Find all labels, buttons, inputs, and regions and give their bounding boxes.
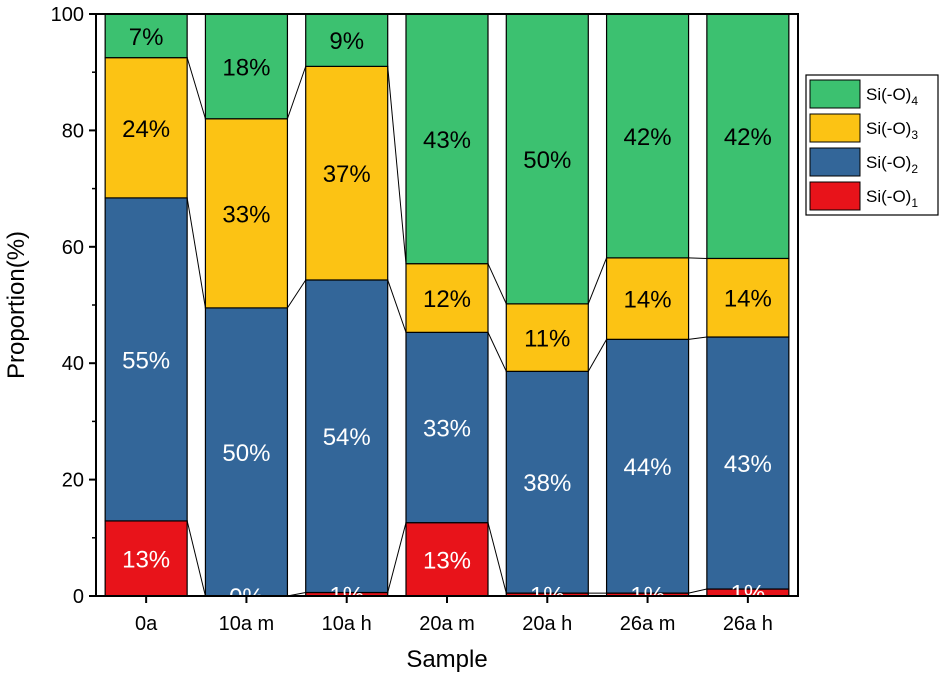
connector-line	[688, 257, 707, 259]
bar-segment-4-20a-m	[405, 13, 489, 265]
bar-segment-2-20a-h	[505, 370, 589, 594]
segment-label-2-10a-m: 50%	[222, 440, 270, 467]
segment-label-2-26a-m: 44%	[624, 454, 672, 481]
legend-label: Si(-O)4	[866, 85, 918, 108]
bar-segment-2-20a-m	[405, 331, 489, 524]
segment-label-2-20a-m: 33%	[423, 416, 471, 443]
y-axis: 0 20 40 60 80 100	[51, 4, 96, 608]
bar-segment-2-10a-m	[204, 307, 289, 597]
bar-segment-3-26a-h	[706, 257, 790, 338]
bar-segment-3-10a-m	[204, 118, 289, 309]
legend-label: Si(-O)2	[866, 153, 918, 176]
y-tick-label: 60	[62, 237, 84, 259]
legend-label: Si(-O)3	[866, 119, 918, 142]
bar-segment-1-0a	[104, 520, 188, 597]
bar-segment-4-10a-h	[305, 13, 389, 67]
bar-segment-4-0a	[104, 13, 188, 59]
y-axis-title: Proportion(%)	[3, 231, 30, 379]
bar-segment-3-20a-m	[405, 263, 489, 333]
segment-label-4-26a-m: 42%	[624, 124, 672, 151]
bar-segment-4-26a-m	[605, 13, 690, 259]
bar-segment-4-20a-h	[505, 13, 589, 305]
x-tick-label-26a-m: 26a m	[620, 613, 676, 635]
segment-label-3-20a-h: 11%	[524, 326, 570, 353]
segment-label-3-26a-m: 14%	[624, 287, 672, 314]
segment-label-3-10a-h: 37%	[323, 161, 371, 188]
connector-line	[487, 263, 507, 305]
segment-label-4-0a: 7%	[129, 24, 164, 51]
segment-label-2-10a-h: 54%	[323, 424, 371, 451]
bar-segment-2-10a-h	[305, 279, 389, 594]
segment-label-4-20a-m: 43%	[423, 127, 471, 154]
connector-line	[487, 522, 507, 594]
segment-label-2-20a-h: 38%	[523, 470, 571, 497]
x-tick-label-26a-h: 26a h	[723, 613, 773, 635]
segment-label-4-20a-h: 50%	[523, 147, 571, 174]
segment-label-1-20a-m: 13%	[423, 547, 471, 574]
segment-label-2-0a: 55%	[122, 347, 170, 374]
legend-swatch	[809, 181, 861, 211]
connector-line	[487, 332, 507, 372]
bar-segment-2-0a	[104, 197, 188, 522]
segment-label-4-10a-h: 9%	[329, 28, 364, 55]
connector-line	[186, 520, 206, 597]
bar-segment-3-20a-h	[505, 303, 589, 372]
bar-segment-4-26a-h	[706, 13, 790, 260]
connector-line	[587, 339, 608, 372]
connector-line	[688, 588, 707, 594]
y-tick-label: 0	[73, 586, 84, 608]
bar-segment-2-26a-h	[706, 336, 790, 590]
bar-segment-3-26a-m	[605, 257, 690, 340]
segment-label-3-26a-h: 14%	[724, 286, 772, 313]
legend-label: Si(-O)1	[866, 187, 918, 210]
x-tick-label-0a: 0a	[135, 613, 158, 635]
segment-label-1-0a: 13%	[122, 546, 170, 573]
segment-label-4-26a-h: 42%	[724, 124, 772, 151]
connector-line	[688, 336, 707, 340]
segment-label-2-26a-h: 43%	[724, 451, 772, 478]
segment-label-3-20a-m: 12%	[423, 286, 471, 313]
connector-line	[387, 66, 407, 264]
connector-line	[186, 57, 206, 119]
bar-segment-1-20a-m	[405, 522, 489, 597]
y-tick-label: 20	[62, 470, 84, 492]
y-tick-label: 100	[51, 4, 84, 26]
legend-swatch	[809, 113, 861, 143]
bar-segment-2-26a-m	[605, 338, 690, 594]
segment-label-1-26a-h: 1%	[731, 581, 766, 608]
connector-lines-layer	[186, 57, 707, 597]
y-tick-label: 80	[62, 120, 84, 142]
y-tick-label: 40	[62, 353, 84, 375]
x-tick-label-20a-h: 20a h	[522, 613, 572, 635]
legend-swatch	[809, 79, 861, 109]
connector-line	[286, 66, 307, 119]
connector-line	[387, 522, 407, 593]
segment-label-3-10a-m: 33%	[222, 201, 270, 228]
x-tick-label-10a-h: 10a h	[322, 613, 372, 635]
connector-line	[387, 279, 407, 333]
bars-layer	[104, 13, 790, 597]
x-tick-label-20a-m: 20a m	[419, 613, 475, 635]
x-tick-label-10a-m: 10a m	[219, 613, 275, 635]
legend-swatch	[809, 147, 861, 177]
segment-label-4-10a-m: 18%	[222, 54, 270, 81]
bar-segment-3-10a-h	[305, 65, 389, 281]
segment-label-3-0a: 24%	[122, 116, 170, 143]
connector-line	[287, 279, 307, 309]
connector-line	[186, 197, 206, 308]
legend: Si(-O)4 Si(-O)3 Si(-O)2 Si(-O)1	[805, 74, 939, 216]
x-axis-title: Sample	[406, 646, 487, 673]
connector-line	[587, 257, 608, 305]
bar-segment-4-10a-m	[204, 13, 289, 120]
x-axis: 0a 10a m 10a h 20a m 20a h 26a m 26a h	[135, 596, 773, 635]
